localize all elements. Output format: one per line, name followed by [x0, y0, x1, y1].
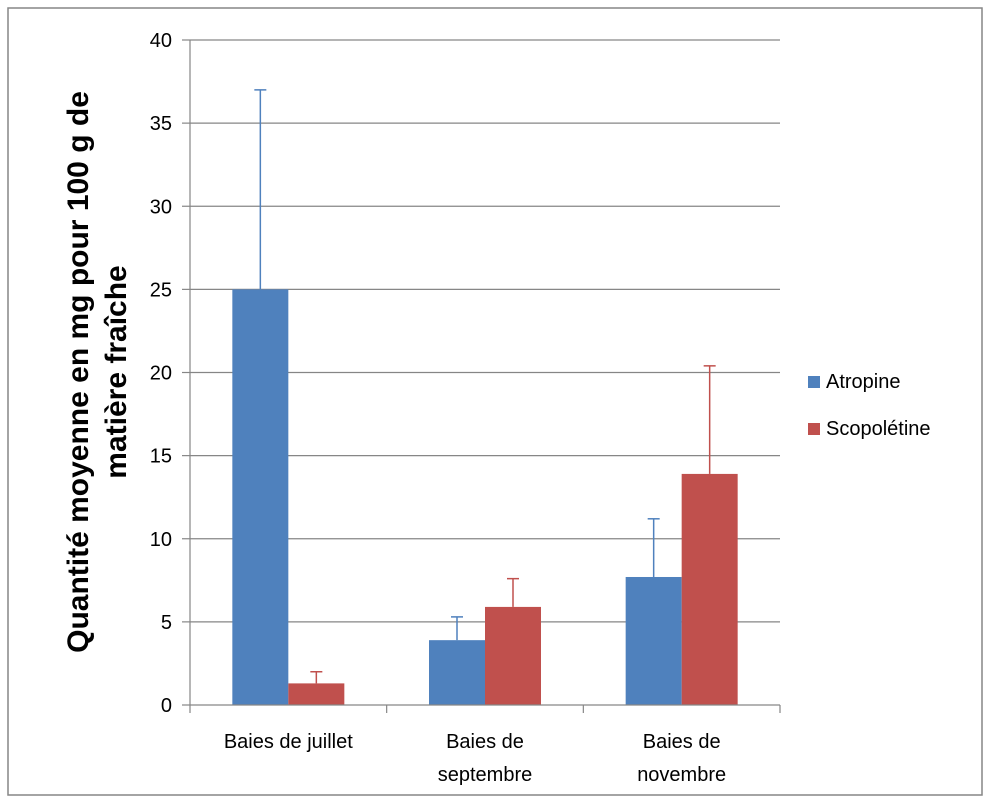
- legend-label: Scopolétine: [826, 418, 931, 440]
- bar: [232, 289, 289, 705]
- legend-swatch: [808, 376, 820, 388]
- axes: [182, 39, 781, 713]
- y-axis-label: Quantité moyenne en mg pour 100 g de mati…: [62, 91, 133, 653]
- legend-swatch: [808, 423, 820, 435]
- bar: [625, 576, 682, 705]
- y-tick-label: 15: [150, 446, 172, 468]
- y-tick-label: 35: [150, 113, 172, 135]
- y-tick-label: 10: [150, 529, 172, 551]
- bar: [429, 640, 485, 705]
- y-tick-label: 25: [150, 279, 172, 301]
- legend-label: Atropine: [826, 371, 901, 393]
- y-tick-label: 20: [150, 363, 172, 385]
- x-tick-label: Baies de septembre: [438, 731, 533, 786]
- bars: [232, 289, 738, 705]
- y-tick-label: 5: [161, 612, 172, 634]
- y-tick-label: 0: [161, 695, 172, 717]
- legend: Atropine Scopolétine: [808, 371, 931, 440]
- bar: [681, 473, 738, 705]
- bar: [288, 683, 345, 705]
- error-bars: [254, 89, 716, 684]
- x-tick-label: Baies de juillet: [224, 731, 353, 753]
- y-tick-label: 40: [150, 30, 172, 52]
- x-tick-label: Baies de novembre: [637, 731, 726, 786]
- y-tick-labels: 0 5 10 15 20 25 30 35 40: [150, 30, 172, 717]
- bar: [485, 606, 541, 705]
- x-tick-labels: Baies de juillet Baies de septembre Baies d…: [224, 731, 726, 786]
- y-tick-label: 30: [150, 196, 172, 218]
